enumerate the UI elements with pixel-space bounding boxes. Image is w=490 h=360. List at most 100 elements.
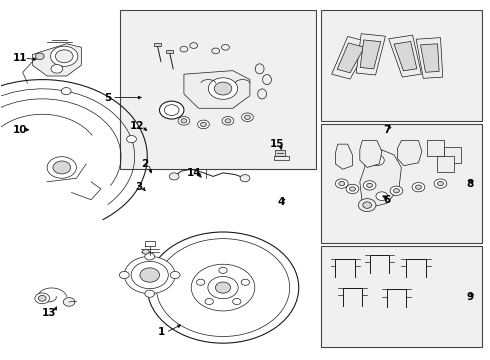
Text: 2: 2 bbox=[141, 159, 148, 169]
Circle shape bbox=[61, 87, 71, 95]
Circle shape bbox=[241, 279, 249, 285]
Circle shape bbox=[339, 181, 344, 186]
Text: 10: 10 bbox=[13, 125, 27, 135]
Circle shape bbox=[438, 181, 443, 186]
Circle shape bbox=[205, 298, 213, 305]
Ellipse shape bbox=[258, 89, 267, 99]
Polygon shape bbox=[337, 43, 365, 73]
Circle shape bbox=[434, 179, 447, 188]
Bar bbox=[321, 10, 482, 121]
Text: 4: 4 bbox=[278, 197, 285, 207]
Circle shape bbox=[216, 282, 231, 293]
Circle shape bbox=[170, 271, 180, 279]
Bar bbox=[274, 156, 289, 160]
Bar bbox=[166, 50, 173, 53]
Circle shape bbox=[47, 157, 76, 178]
Circle shape bbox=[335, 179, 348, 188]
Circle shape bbox=[147, 232, 299, 343]
Bar bbox=[121, 10, 316, 169]
Circle shape bbox=[38, 296, 46, 301]
Circle shape bbox=[124, 256, 175, 294]
Bar bbox=[321, 125, 482, 243]
Circle shape bbox=[219, 267, 227, 273]
Circle shape bbox=[222, 117, 234, 125]
Text: 1: 1 bbox=[158, 327, 166, 337]
Bar bbox=[154, 42, 161, 45]
Circle shape bbox=[156, 239, 290, 337]
Text: 6: 6 bbox=[383, 195, 391, 205]
Circle shape bbox=[164, 105, 179, 116]
Bar bbox=[275, 150, 285, 156]
Circle shape bbox=[346, 184, 359, 194]
Bar bbox=[321, 246, 482, 347]
Polygon shape bbox=[360, 146, 401, 207]
Circle shape bbox=[35, 53, 44, 59]
Bar bbox=[427, 140, 444, 156]
Polygon shape bbox=[32, 44, 81, 76]
Circle shape bbox=[358, 199, 376, 212]
Circle shape bbox=[369, 155, 384, 166]
Circle shape bbox=[53, 161, 71, 174]
Circle shape bbox=[245, 115, 250, 120]
Polygon shape bbox=[416, 38, 443, 78]
Circle shape bbox=[363, 202, 371, 208]
Circle shape bbox=[242, 113, 253, 122]
Text: 9: 9 bbox=[466, 292, 473, 302]
Circle shape bbox=[131, 261, 168, 289]
Circle shape bbox=[190, 42, 197, 48]
Circle shape bbox=[240, 175, 250, 182]
Circle shape bbox=[145, 253, 155, 260]
Circle shape bbox=[51, 64, 63, 73]
Circle shape bbox=[376, 192, 388, 201]
Polygon shape bbox=[332, 36, 371, 79]
Circle shape bbox=[225, 119, 231, 123]
Circle shape bbox=[191, 264, 255, 311]
Polygon shape bbox=[420, 44, 439, 72]
Text: 3: 3 bbox=[135, 182, 142, 192]
Polygon shape bbox=[397, 140, 422, 166]
Circle shape bbox=[50, 46, 78, 66]
Circle shape bbox=[143, 249, 149, 254]
Polygon shape bbox=[184, 71, 250, 108]
Text: 13: 13 bbox=[42, 308, 57, 318]
Circle shape bbox=[221, 44, 229, 50]
Text: 7: 7 bbox=[383, 125, 391, 135]
Circle shape bbox=[35, 293, 49, 304]
Circle shape bbox=[63, 298, 75, 306]
Text: 14: 14 bbox=[186, 168, 201, 178]
Circle shape bbox=[349, 187, 355, 191]
Circle shape bbox=[126, 136, 136, 143]
Circle shape bbox=[159, 101, 184, 119]
Circle shape bbox=[181, 119, 187, 123]
Circle shape bbox=[120, 271, 129, 279]
Ellipse shape bbox=[255, 64, 264, 74]
Circle shape bbox=[212, 48, 220, 54]
Polygon shape bbox=[360, 140, 382, 167]
Polygon shape bbox=[394, 41, 417, 71]
Circle shape bbox=[390, 186, 403, 195]
Bar bbox=[437, 156, 454, 172]
Text: 12: 12 bbox=[130, 121, 145, 131]
Circle shape bbox=[233, 298, 241, 305]
Circle shape bbox=[367, 183, 372, 188]
Circle shape bbox=[180, 46, 188, 52]
Polygon shape bbox=[360, 40, 381, 69]
Circle shape bbox=[208, 78, 238, 99]
Polygon shape bbox=[356, 34, 386, 75]
Ellipse shape bbox=[263, 75, 271, 85]
Circle shape bbox=[200, 122, 206, 127]
Circle shape bbox=[169, 173, 179, 180]
Circle shape bbox=[363, 181, 376, 190]
Circle shape bbox=[145, 290, 155, 297]
Polygon shape bbox=[335, 144, 352, 169]
Circle shape bbox=[196, 279, 205, 285]
Circle shape bbox=[416, 185, 421, 189]
Text: 15: 15 bbox=[270, 139, 284, 149]
Text: 8: 8 bbox=[466, 179, 473, 189]
Circle shape bbox=[140, 268, 159, 282]
Text: 11: 11 bbox=[13, 53, 27, 63]
Circle shape bbox=[393, 189, 399, 193]
Text: 5: 5 bbox=[104, 93, 112, 103]
Circle shape bbox=[55, 50, 73, 63]
Circle shape bbox=[178, 117, 190, 125]
